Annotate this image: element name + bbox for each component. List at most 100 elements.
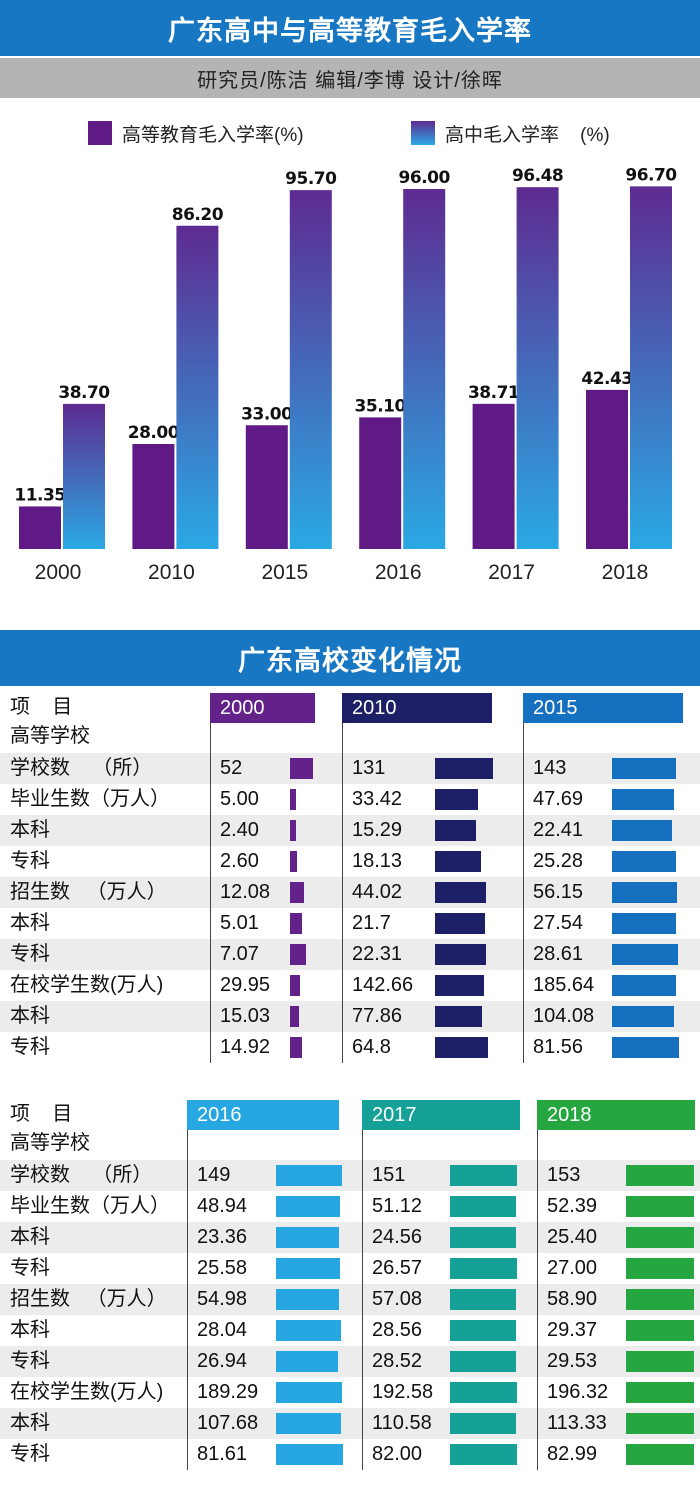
table-row: 本科 23.36 24.56 25.40 <box>0 1222 700 1253</box>
cell-value: 28.61 <box>533 943 584 965</box>
cell-bar <box>450 1382 517 1403</box>
cell-bar <box>276 1351 339 1372</box>
cell-value: 5.00 <box>220 788 259 810</box>
legend-item-high-school: 高中毛入学率 (%) <box>411 118 610 148</box>
table-row: 招生数 （万人） 12.08 44.02 56.15 <box>0 877 700 908</box>
cell-bar <box>626 1351 694 1372</box>
data-label: 38.70 <box>58 383 110 403</box>
cell-value: 2.60 <box>220 850 259 872</box>
bar-higher-ed-2010 <box>132 444 175 549</box>
cell-bar <box>626 1227 694 1248</box>
table-row: 毕业生数（万人） 5.00 33.42 47.69 <box>0 784 700 815</box>
row-label: 毕业生数（万人） <box>10 1195 170 1217</box>
cell-value: 5.01 <box>220 912 259 934</box>
row-label: 本科 <box>10 819 50 841</box>
cell-value: 26.94 <box>197 1350 248 1372</box>
cell-bar <box>626 1196 694 1217</box>
cell-bar <box>290 1006 300 1027</box>
x-tick-label: 2016 <box>375 561 422 584</box>
cell-value: 21.7 <box>352 912 391 934</box>
x-tick-label: 2010 <box>148 561 195 584</box>
column-header-2016: 2016 <box>187 1100 339 1130</box>
row-label: 在校学生数(万人) <box>10 1381 164 1403</box>
legend-label: 高中毛入学率 (%) <box>445 124 610 146</box>
table-row: 专科 26.94 28.52 29.53 <box>0 1346 700 1377</box>
cell-bar <box>435 758 494 779</box>
cell-value: 82.00 <box>372 1443 423 1465</box>
cell-bar <box>450 1227 516 1248</box>
row-label: 本科 <box>10 912 50 934</box>
column-divider <box>210 723 211 1063</box>
table-row: 本科 107.68 110.58 113.33 <box>0 1408 700 1439</box>
column-divider <box>362 1130 363 1470</box>
cell-bar <box>612 789 674 810</box>
legend-swatch-purple <box>88 121 112 145</box>
cell-value: 7.07 <box>220 943 259 965</box>
page-title: 广东高中与高等教育毛入学率 <box>0 0 700 56</box>
cell-bar <box>290 882 304 903</box>
cell-value: 64.8 <box>352 1036 391 1058</box>
cell-value: 14.92 <box>220 1036 271 1058</box>
table-row: 学校数 （所） 52 131 143 <box>0 753 700 784</box>
cell-bar <box>435 1006 482 1027</box>
cell-bar <box>290 1037 303 1058</box>
cell-bar <box>290 851 297 872</box>
table-row: 本科 2.40 15.29 22.41 <box>0 815 700 846</box>
cell-value: 149 <box>197 1164 231 1186</box>
cell-value: 113.33 <box>547 1412 607 1434</box>
table-row: 专科 25.58 26.57 27.00 <box>0 1253 700 1284</box>
table-row: 学校数 （所） 149 151 153 <box>0 1160 700 1191</box>
cell-value: 29.37 <box>547 1319 598 1341</box>
cell-bar <box>450 1165 518 1186</box>
row-label: 专科 <box>10 850 50 872</box>
table-row: 毕业生数（万人） 48.94 51.12 52.39 <box>0 1191 700 1222</box>
bar-higher-ed-2018 <box>586 389 628 549</box>
cell-value: 52 <box>220 757 243 779</box>
cell-bar <box>626 1413 694 1434</box>
cell-value: 56.15 <box>533 881 584 903</box>
row-label: 学校数 （所） <box>10 757 153 779</box>
section-title: 广东高校变化情况 <box>0 630 700 686</box>
row-label: 专科 <box>10 1350 50 1372</box>
cell-value: 18.13 <box>352 850 403 872</box>
cell-bar <box>450 1351 516 1372</box>
column-divider <box>187 1130 188 1470</box>
cell-bar <box>612 882 677 903</box>
cell-value: 153 <box>547 1164 581 1186</box>
row-label: 在校学生数(万人) <box>10 974 164 996</box>
column-header-2015: 2015 <box>523 693 683 723</box>
cell-value: 15.29 <box>352 819 403 841</box>
cell-bar <box>626 1320 694 1341</box>
row-label: 学校数 （所） <box>10 1164 153 1186</box>
bar-higher-ed-2015 <box>245 425 288 549</box>
cell-value: 81.61 <box>197 1443 248 1465</box>
cell-bar <box>276 1413 341 1434</box>
column-divider <box>523 723 524 1063</box>
table-row: 专科 7.07 22.31 28.61 <box>0 939 700 970</box>
data-label: 38.71 <box>468 383 519 403</box>
cell-bar <box>435 944 487 965</box>
cell-value: 22.31 <box>352 943 403 965</box>
cell-value: 81.56 <box>533 1036 584 1058</box>
data-label: 42.43 <box>581 369 632 389</box>
cell-value: 104.08 <box>533 1005 595 1027</box>
bar-high-school-2015 <box>289 190 332 549</box>
cell-value: 57.08 <box>372 1288 423 1310</box>
table-row: 在校学生数(万人) 29.95 142.66 185.64 <box>0 970 700 1001</box>
cell-value: 29.53 <box>547 1350 598 1372</box>
cell-bar <box>626 1444 694 1465</box>
cell-value: 189.29 <box>197 1381 259 1403</box>
header-label: 项 目 <box>10 1103 73 1125</box>
cell-bar <box>276 1320 341 1341</box>
cell-value: 23.36 <box>197 1226 248 1248</box>
cell-bar <box>276 1227 339 1248</box>
cell-value: 29.95 <box>220 974 271 996</box>
cell-bar <box>450 1413 517 1434</box>
row-label: 专科 <box>10 943 50 965</box>
cell-value: 82.99 <box>547 1443 598 1465</box>
cell-value: 110.58 <box>372 1412 432 1434</box>
cell-value: 12.08 <box>220 881 271 903</box>
column-divider <box>342 723 343 1063</box>
cell-value: 25.28 <box>533 850 584 872</box>
cell-value: 192.58 <box>372 1381 434 1403</box>
